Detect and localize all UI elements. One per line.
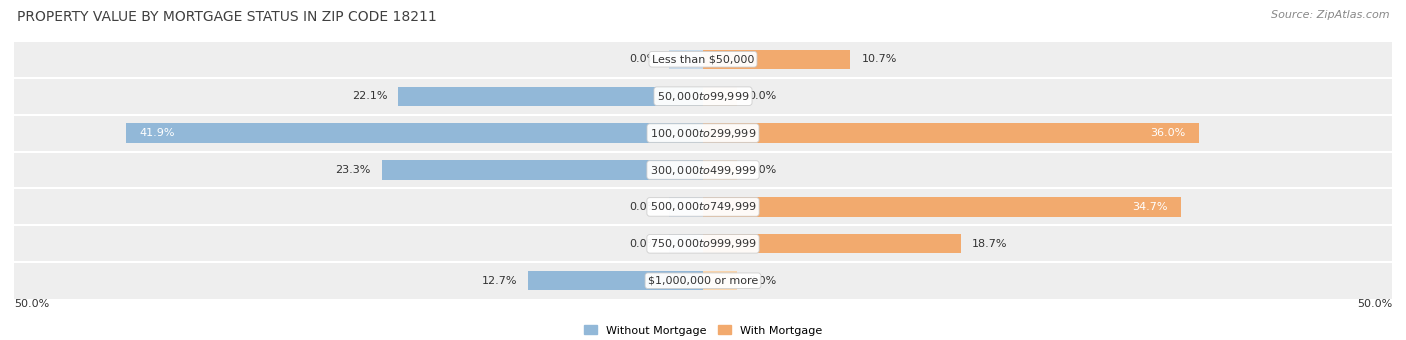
Text: 0.0%: 0.0% [630,202,658,212]
Bar [669,234,703,253]
Text: 23.3%: 23.3% [336,165,371,175]
Bar [14,188,1392,225]
Bar [14,262,1392,299]
Text: $50,000 to $99,999: $50,000 to $99,999 [657,90,749,103]
Bar [14,152,1392,188]
Text: 36.0%: 36.0% [1150,128,1185,138]
Text: 50.0%: 50.0% [14,299,49,309]
Bar [703,234,960,253]
Bar [703,160,738,180]
Text: 22.1%: 22.1% [352,91,388,101]
Bar [703,197,1181,217]
Bar [14,115,1392,152]
Text: 0.0%: 0.0% [748,276,776,286]
Bar [703,271,738,290]
Text: $100,000 to $299,999: $100,000 to $299,999 [650,126,756,140]
Bar [669,197,703,217]
Text: 50.0%: 50.0% [1357,299,1392,309]
Text: 12.7%: 12.7% [481,276,517,286]
Bar [703,87,738,106]
Bar [14,78,1392,115]
Bar [703,123,1199,143]
Text: 18.7%: 18.7% [972,239,1007,249]
Text: 0.0%: 0.0% [748,91,776,101]
Bar [125,123,703,143]
Bar [703,50,851,69]
Text: $1,000,000 or more: $1,000,000 or more [648,276,758,286]
Bar [14,225,1392,262]
Text: $300,000 to $499,999: $300,000 to $499,999 [650,164,756,176]
Bar [529,271,703,290]
Text: PROPERTY VALUE BY MORTGAGE STATUS IN ZIP CODE 18211: PROPERTY VALUE BY MORTGAGE STATUS IN ZIP… [17,10,437,24]
Text: $500,000 to $749,999: $500,000 to $749,999 [650,200,756,214]
Text: Less than $50,000: Less than $50,000 [652,54,754,64]
Text: 0.0%: 0.0% [630,54,658,64]
Bar [398,87,703,106]
Text: 10.7%: 10.7% [862,54,897,64]
Bar [382,160,703,180]
Text: 34.7%: 34.7% [1132,202,1167,212]
Text: 0.0%: 0.0% [748,165,776,175]
Text: Source: ZipAtlas.com: Source: ZipAtlas.com [1271,10,1389,20]
Bar [669,50,703,69]
Bar [14,41,1392,78]
Legend: Without Mortgage, With Mortgage: Without Mortgage, With Mortgage [579,321,827,340]
Text: 41.9%: 41.9% [139,128,174,138]
Text: 0.0%: 0.0% [630,239,658,249]
Text: $750,000 to $999,999: $750,000 to $999,999 [650,237,756,250]
